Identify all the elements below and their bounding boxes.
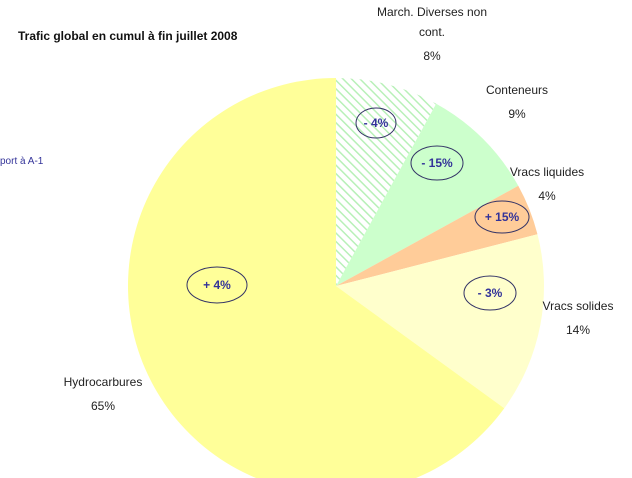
category-label: Hydrocarbures	[63, 375, 143, 389]
value-label: 65%	[90, 399, 116, 413]
pie-slice	[128, 78, 505, 478]
change-label: + 15%	[485, 210, 520, 224]
category-label: Vracs solides	[542, 299, 614, 313]
category-label: Conteneurs	[485, 83, 549, 97]
change-label: - 3%	[478, 286, 503, 300]
category-label: Vracs liquides	[509, 165, 585, 179]
chart-title: Trafic global en cumul à fin juillet 200…	[18, 29, 238, 43]
pie-slice	[336, 78, 437, 286]
change-ellipse	[186, 266, 248, 304]
change-label: - 15%	[421, 156, 453, 170]
note: port à A-1	[0, 156, 44, 167]
value-label: 9%	[508, 107, 526, 121]
change-ellipse	[463, 275, 517, 311]
change-ellipse	[474, 200, 530, 234]
value-label: 8%	[423, 49, 441, 63]
value-label: 4%	[538, 189, 556, 203]
value-label: 14%	[565, 323, 591, 337]
change-label: - 4%	[364, 116, 389, 130]
change-ellipse	[410, 145, 464, 181]
pie-slice	[336, 103, 519, 286]
pie-slice	[336, 234, 544, 409]
pie-slice	[336, 185, 538, 286]
change-label: + 4%	[203, 278, 231, 292]
change-ellipse	[355, 107, 397, 139]
category-label: March. Diverses non cont.	[376, 5, 488, 39]
